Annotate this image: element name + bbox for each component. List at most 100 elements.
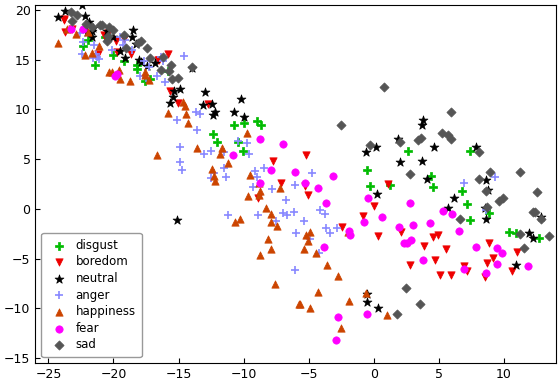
fear bbox=[267, 167, 276, 173]
neutral bbox=[512, 262, 521, 268]
sad bbox=[405, 171, 414, 177]
happiness bbox=[153, 152, 162, 158]
sad bbox=[87, 24, 96, 30]
boredom bbox=[442, 246, 451, 252]
disgust bbox=[462, 201, 471, 207]
neutral bbox=[396, 159, 405, 165]
sad bbox=[102, 38, 111, 44]
fear bbox=[314, 184, 323, 191]
neutral bbox=[136, 59, 145, 65]
fear bbox=[524, 263, 533, 269]
disgust bbox=[83, 37, 92, 43]
boredom bbox=[446, 272, 455, 278]
anger bbox=[95, 56, 104, 62]
anger bbox=[221, 174, 230, 181]
anger bbox=[282, 197, 291, 203]
anger bbox=[192, 109, 200, 115]
neutral bbox=[372, 191, 381, 197]
anger bbox=[172, 117, 181, 124]
neutral bbox=[482, 176, 491, 182]
neutral bbox=[132, 40, 141, 47]
fear bbox=[460, 266, 469, 272]
happiness bbox=[87, 50, 96, 56]
disgust bbox=[133, 65, 142, 72]
sad bbox=[456, 216, 465, 222]
neutral bbox=[198, 102, 207, 108]
neutral bbox=[394, 136, 403, 142]
neutral bbox=[417, 122, 426, 128]
happiness bbox=[296, 301, 305, 307]
anger bbox=[115, 34, 124, 40]
anger bbox=[78, 38, 87, 45]
anger bbox=[160, 79, 169, 85]
anger bbox=[76, 30, 85, 36]
anger bbox=[179, 53, 188, 59]
sad bbox=[446, 136, 455, 142]
disgust bbox=[132, 62, 141, 69]
anger bbox=[193, 127, 202, 133]
neutral bbox=[472, 144, 480, 151]
happiness bbox=[216, 151, 225, 157]
disgust bbox=[78, 43, 87, 49]
disgust bbox=[140, 78, 149, 84]
boredom bbox=[59, 17, 68, 23]
disgust bbox=[505, 229, 514, 235]
neutral bbox=[143, 63, 152, 69]
sad bbox=[146, 55, 155, 61]
disgust bbox=[109, 52, 118, 58]
sad bbox=[337, 122, 346, 128]
happiness bbox=[246, 172, 255, 179]
fear bbox=[377, 214, 386, 220]
sad bbox=[165, 68, 174, 74]
boredom bbox=[304, 192, 312, 198]
happiness bbox=[304, 238, 313, 244]
fear bbox=[395, 224, 404, 230]
sad bbox=[395, 139, 404, 146]
neutral bbox=[363, 291, 372, 298]
anger bbox=[253, 212, 262, 218]
anger bbox=[220, 164, 229, 171]
neutral bbox=[165, 100, 174, 106]
anger bbox=[291, 230, 300, 236]
boredom bbox=[405, 262, 414, 268]
sad bbox=[380, 84, 389, 90]
happiness bbox=[164, 110, 172, 117]
boredom bbox=[104, 30, 113, 36]
boredom bbox=[254, 195, 263, 201]
disgust bbox=[230, 122, 239, 128]
sad bbox=[483, 204, 492, 211]
disgust bbox=[427, 172, 436, 179]
anger bbox=[88, 55, 97, 61]
neutral bbox=[82, 29, 91, 35]
happiness bbox=[180, 103, 189, 109]
happiness bbox=[211, 178, 220, 184]
fear bbox=[332, 337, 341, 343]
sad bbox=[474, 176, 483, 182]
anger bbox=[271, 218, 280, 224]
boredom bbox=[396, 229, 405, 235]
boredom bbox=[480, 274, 489, 280]
boredom bbox=[164, 51, 173, 57]
happiness bbox=[263, 236, 272, 242]
fear bbox=[362, 311, 371, 317]
disgust bbox=[363, 167, 372, 174]
neutral bbox=[528, 235, 537, 241]
fear bbox=[78, 25, 87, 32]
boredom bbox=[512, 249, 521, 255]
anger bbox=[77, 51, 86, 57]
boredom bbox=[276, 180, 285, 186]
happiness bbox=[267, 219, 276, 226]
sad bbox=[498, 195, 507, 201]
disgust bbox=[386, 182, 395, 188]
happiness bbox=[184, 121, 193, 127]
disgust bbox=[465, 217, 474, 223]
happiness bbox=[236, 216, 245, 222]
neutral bbox=[430, 144, 439, 150]
neutral bbox=[240, 114, 249, 121]
sad bbox=[402, 285, 410, 291]
neutral bbox=[230, 109, 239, 116]
neutral bbox=[418, 117, 427, 123]
disgust bbox=[145, 76, 154, 82]
happiness bbox=[53, 40, 62, 46]
happiness bbox=[80, 52, 89, 58]
